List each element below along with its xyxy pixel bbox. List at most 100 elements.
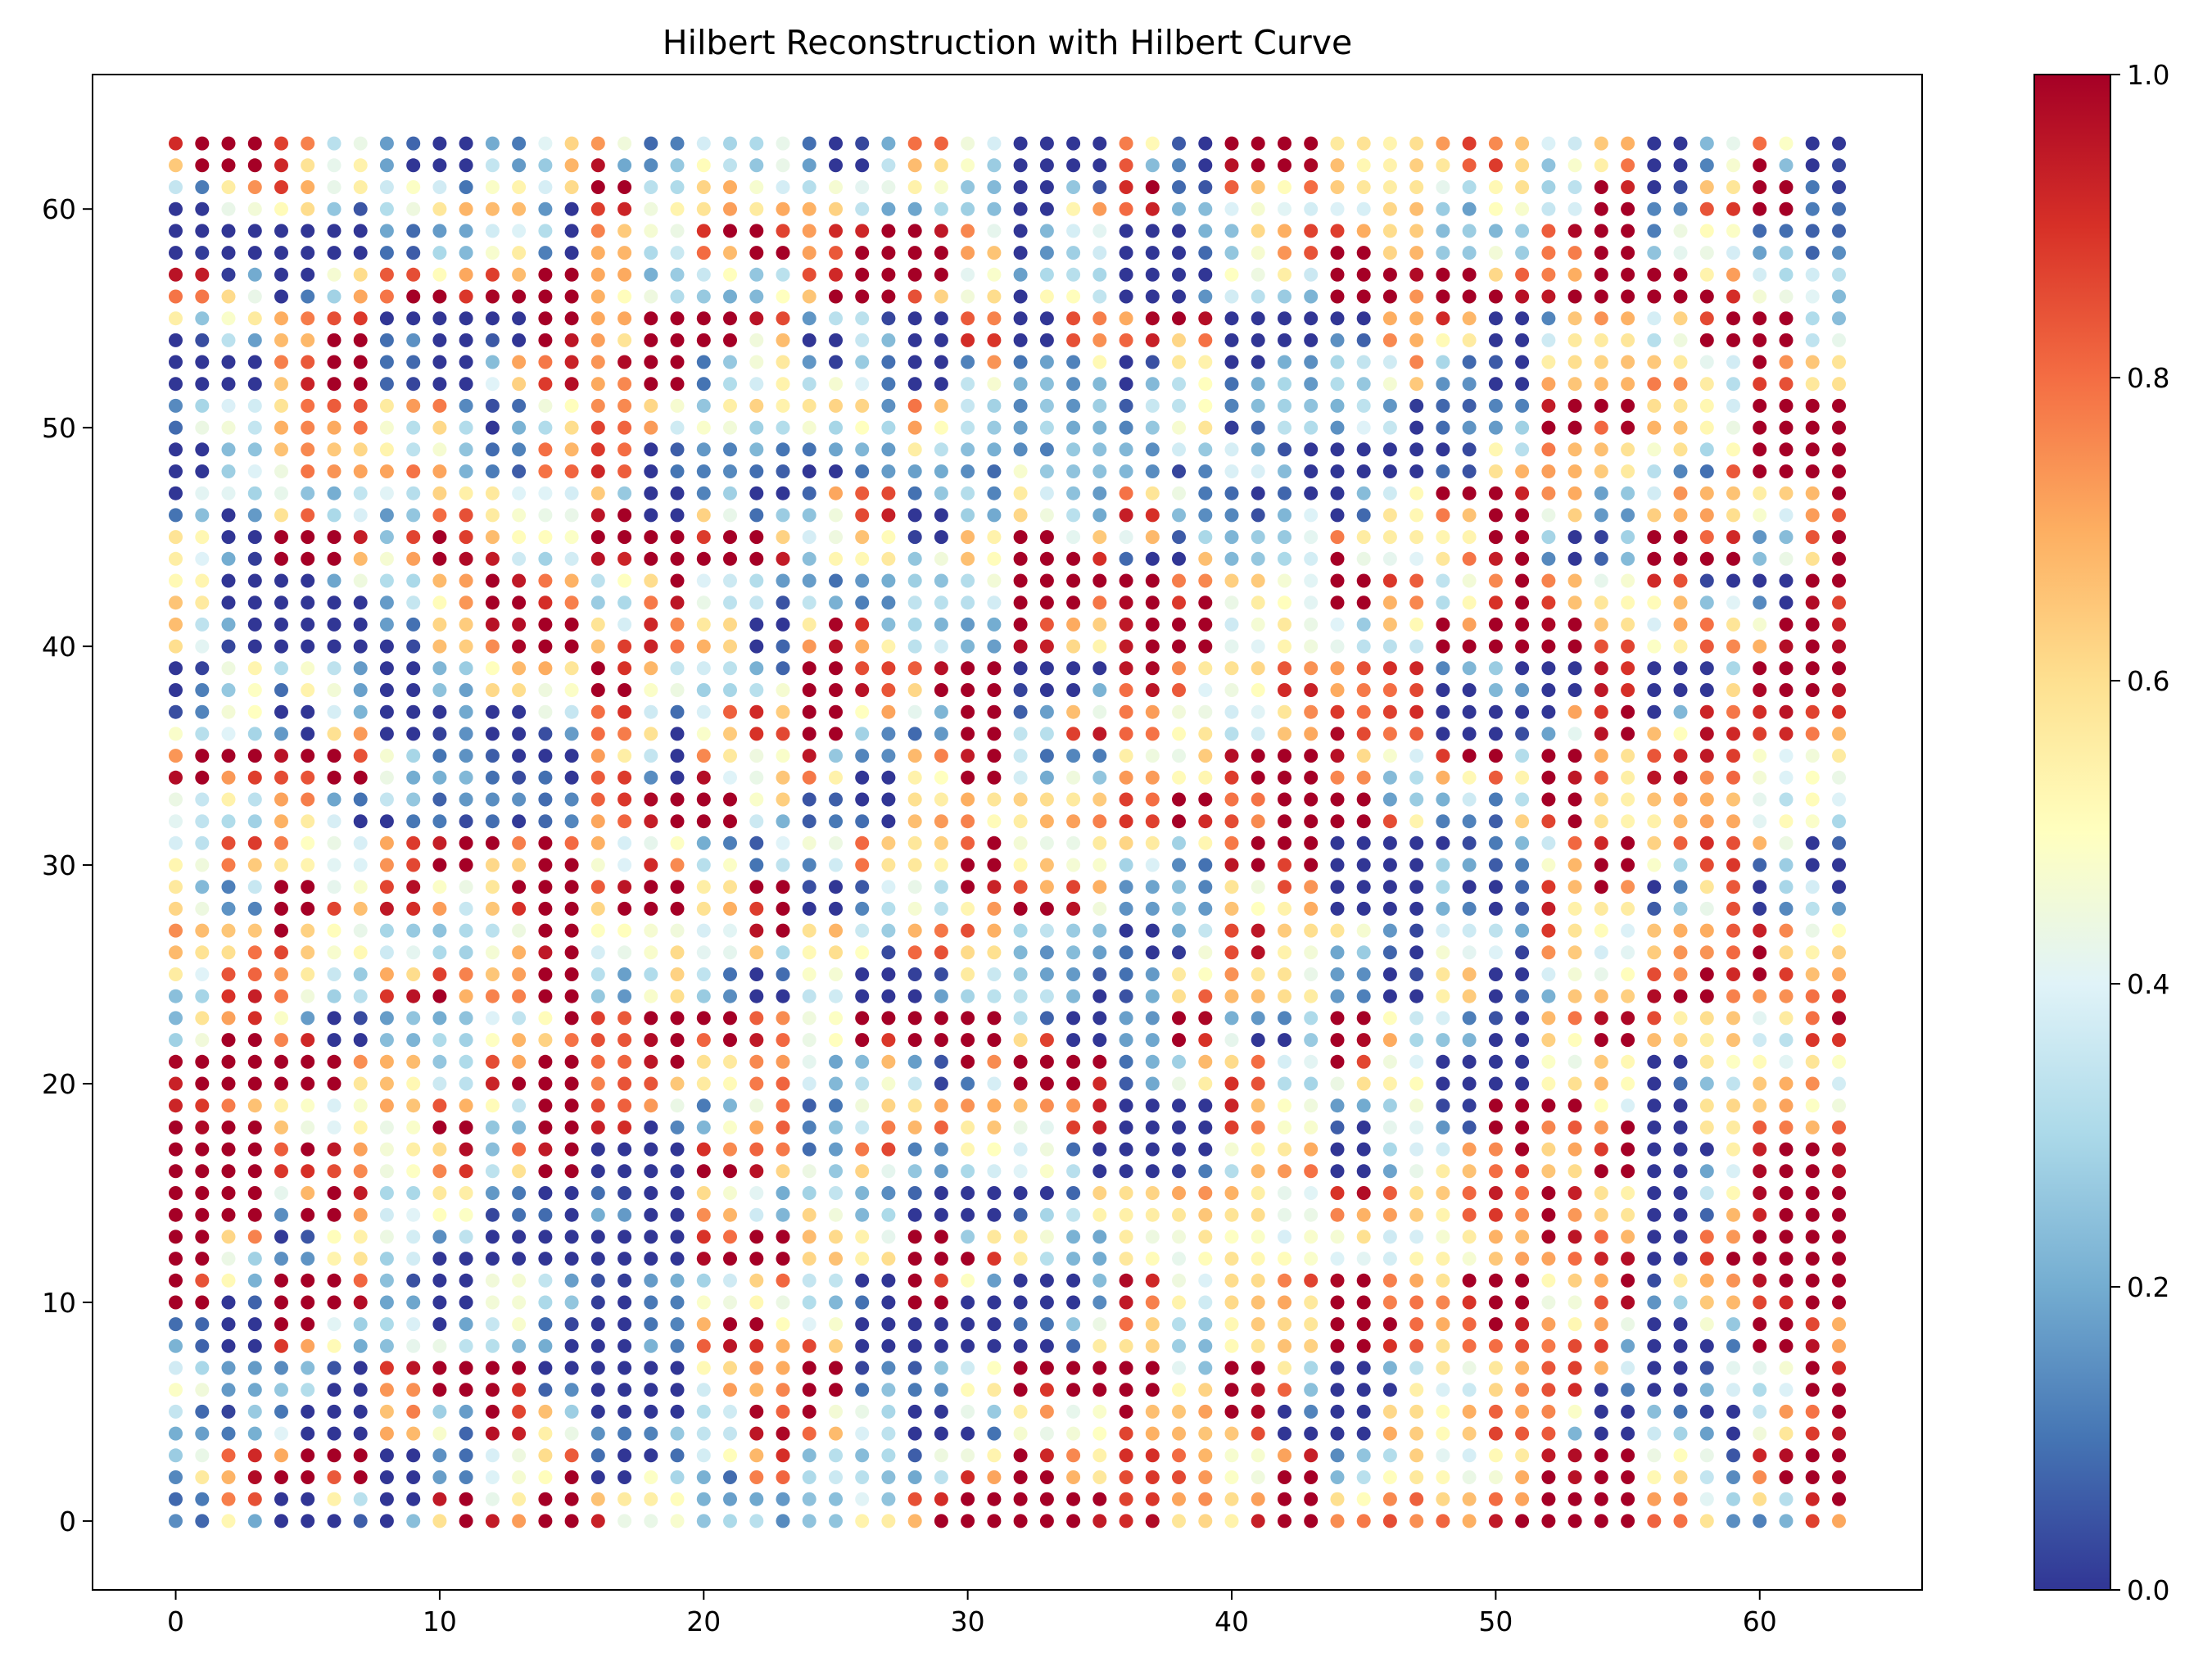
data-point [1726,1426,1740,1441]
data-point [1567,1054,1582,1069]
data-point [1330,814,1345,829]
data-point [169,442,183,457]
data-point [1304,945,1319,960]
data-point [644,858,658,872]
data-point [432,1361,447,1375]
data-point [1805,617,1820,632]
data-point [1462,1054,1477,1069]
data-point [1172,989,1186,1003]
data-point [1278,704,1291,719]
data-point [538,880,553,894]
data-point [1039,1426,1054,1441]
data-point [670,420,685,435]
data-point [1726,1492,1740,1506]
data-point [1145,1054,1160,1069]
plot-area-frame [92,74,1923,1591]
data-point [881,1470,896,1484]
data-point [169,398,183,413]
data-point [1726,1252,1740,1266]
data-point [432,1142,447,1157]
data-point [459,180,473,194]
data-point [1330,224,1345,238]
data-point [1278,639,1291,654]
data-point [353,136,368,151]
data-point [538,333,553,347]
data-point [1647,1011,1662,1026]
data-point [1647,749,1662,763]
data-point [1251,1383,1265,1397]
data-point [776,1361,790,1375]
data-point [379,901,394,916]
data-point [1172,945,1186,960]
data-point [406,136,421,151]
data-point [195,836,210,850]
data-point [749,311,764,326]
data-point [538,1076,553,1091]
data-point [934,1426,948,1441]
data-point [855,749,870,763]
data-point [538,1470,553,1484]
data-point [802,530,816,545]
data-point [1515,136,1530,151]
data-point [696,202,711,216]
data-point [907,530,922,545]
data-point [1382,1054,1397,1069]
data-point [1462,1404,1477,1419]
data-point [274,1404,288,1419]
data-point [644,267,658,282]
data-point [1515,1186,1530,1200]
data-point [1092,1383,1107,1397]
data-point [353,1295,368,1310]
data-point [1832,508,1846,523]
data-point [327,355,342,369]
data-point [1541,770,1556,785]
data-point [1330,1164,1345,1179]
data-point [379,1207,394,1222]
data-point [1382,792,1397,807]
data-point [855,1448,870,1463]
data-point [1382,1076,1397,1091]
data-point [696,311,711,326]
data-point [802,1404,816,1419]
data-point [1462,1492,1477,1506]
data-point [195,1448,210,1463]
data-point [1039,749,1054,763]
data-point [934,814,948,829]
data-point [1621,289,1635,304]
data-point [1567,967,1582,981]
data-point [855,836,870,850]
data-point [538,1033,553,1048]
data-point [301,792,315,807]
data-point [301,901,315,916]
data-point [327,377,342,392]
data-point [1278,202,1291,216]
data-point [1039,836,1054,850]
data-point [406,1054,421,1069]
data-point [327,661,342,676]
data-point [353,967,368,981]
data-point [1382,727,1397,741]
data-point [1251,267,1265,282]
data-point [301,398,315,413]
data-point [776,289,790,304]
data-point [1304,246,1319,260]
data-point [379,508,394,523]
data-point [1647,420,1662,435]
data-point [670,1338,685,1353]
data-point [907,858,922,872]
data-point [1462,770,1477,785]
data-point [1621,573,1635,588]
data-point [670,224,685,238]
data-point [274,1317,288,1332]
data-point [353,1142,368,1157]
data-point [406,1448,421,1463]
data-point [1251,880,1265,894]
data-point [1779,1514,1794,1528]
data-point [829,464,843,478]
data-point [1278,880,1291,894]
data-point [1436,355,1450,369]
data-point [169,989,183,1003]
data-point [1779,442,1794,457]
data-point [247,158,262,173]
data-point [590,989,605,1003]
